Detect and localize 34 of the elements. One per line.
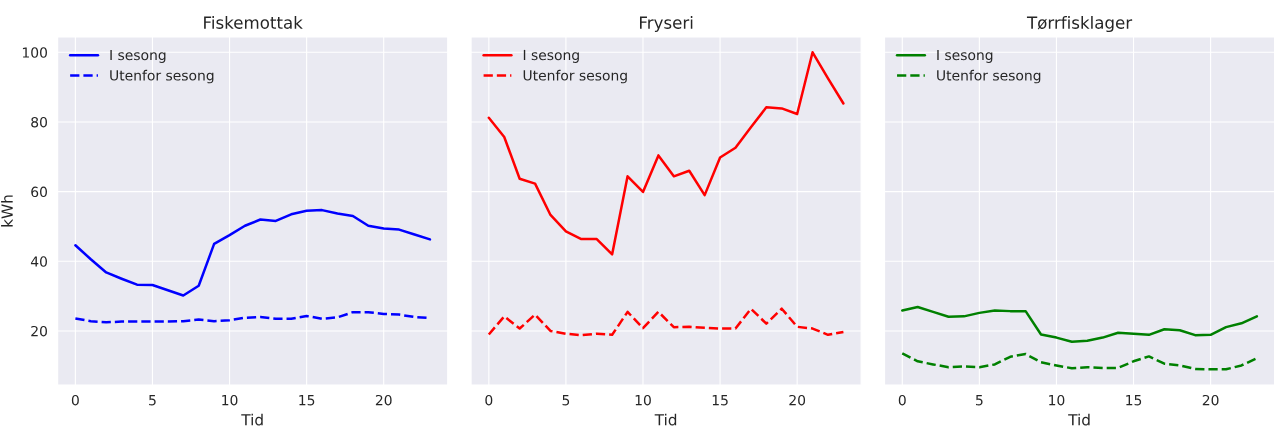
legend-label: I sesong [110,49,166,63]
x-tick-label: 5 [149,395,156,406]
x-tick-label: 0 [71,394,79,406]
x-tick-label: 10 [635,394,651,406]
x-tick-label: 5 [976,395,983,406]
x-tick-label: 0 [898,394,906,406]
x-tick-label: 15 [1126,395,1142,406]
chart-title: Fryseri [640,15,693,33]
legend-label: Utenfor sesong [937,69,1041,84]
x-tick-label: 20 [789,394,806,406]
chart-title: Fiskemottak [204,15,303,29]
x-tick-label: 15 [712,395,728,406]
line-series [74,208,432,297]
legend-label: I sesong [523,49,579,63]
y-tick-label: 40 [30,256,47,267]
x-tick-label: 10 [222,394,238,406]
y-tick-label: 20 [31,325,47,337]
y-tick-label: 60 [31,186,47,198]
y-axis-title: kWh [1,195,13,227]
y-tick-label: 80 [31,116,47,128]
x-tick-label: 0 [485,394,493,406]
x-axis-title: Tid [654,413,677,426]
legend-label: Utenfor sesong [523,69,627,84]
y-tick-label: 100 [22,47,47,58]
x-tick-label: 20 [375,394,392,406]
legend-label: I sesong [937,49,993,63]
x-tick-label: 20 [1202,394,1219,406]
x-axis-title: Tid [241,413,263,426]
x-axis-title: Tid [1068,413,1090,426]
x-tick-label: 5 [562,395,570,406]
x-tick-label: 10 [1049,394,1065,406]
x-tick-label: 15 [299,395,315,406]
chart-title: Tørrfisklager [1026,15,1133,33]
legend-label: Utenfor sesong [110,69,214,84]
